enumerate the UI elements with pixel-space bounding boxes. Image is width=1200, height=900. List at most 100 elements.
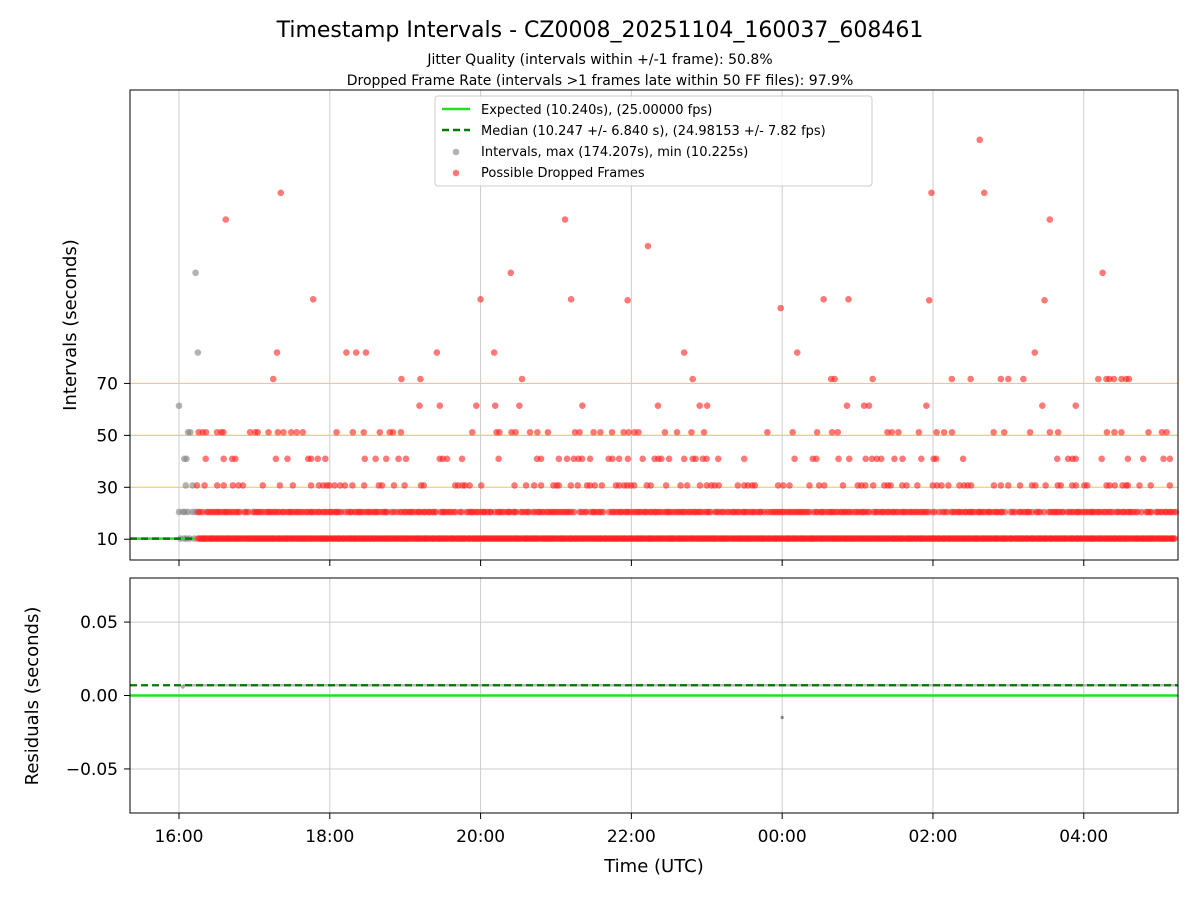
- dropped-point-1361: [287, 428, 295, 436]
- dropped-point-918: [599, 508, 607, 516]
- dropped-point-1261: [1004, 482, 1012, 489]
- dropped-point-1197: [461, 482, 469, 489]
- dropped-point-1285: [272, 455, 280, 463]
- dropped-point-1224: [696, 482, 704, 489]
- dropped-point-1240: [839, 482, 847, 489]
- x-tick-label-6: 04:00: [1059, 827, 1108, 847]
- dropped-point-1220: [647, 482, 655, 489]
- dropped-point-1410: [1111, 428, 1118, 436]
- dropped-point-1355: [246, 428, 254, 436]
- dropped-point-1458: [827, 375, 835, 383]
- dropped-point-1362: [293, 428, 300, 436]
- dropped-point-1258: [967, 482, 975, 489]
- dropped-point-1199: [477, 482, 485, 489]
- dropped-point-1212: [598, 482, 606, 489]
- dropped-point-1449: [518, 375, 526, 383]
- dropped-point-1402: [940, 428, 948, 436]
- chart-subtitle-dropped: Dropped Frame Rate (intervals >1 frames …: [347, 73, 854, 89]
- normal-point-17: [175, 402, 183, 410]
- dropped-point-1190: [390, 482, 398, 489]
- dropped-point-1470: [1031, 349, 1039, 356]
- dropped-point-1439: [273, 349, 281, 356]
- dropped-point-1370: [397, 428, 405, 436]
- dropped-point-1271: [1083, 482, 1091, 489]
- bottom-residual-start-point: [180, 684, 185, 689]
- dropped-point-1259: [990, 482, 998, 489]
- dropped-point-848: [432, 508, 440, 516]
- normal-point-19: [192, 269, 199, 277]
- dropped-point-1379: [571, 428, 579, 436]
- dropped-point-1330: [862, 455, 869, 463]
- dropped-point-1327: [813, 455, 820, 463]
- normal-point-14: [187, 428, 194, 436]
- dropped-point-1186: [349, 482, 356, 489]
- dropped-point-1311: [615, 455, 623, 463]
- dropped-point-1218: [630, 482, 638, 489]
- dropped-point-1403: [948, 428, 956, 436]
- dropped-point-1171: [220, 482, 228, 489]
- dropped-point-1366: [360, 428, 368, 436]
- dropped-point-1210: [586, 482, 594, 489]
- dropped-point-1178: [307, 482, 315, 489]
- dropped-point-1454: [680, 349, 688, 356]
- dropped-point-1422: [696, 402, 703, 409]
- legend: Expected (10.240s), (25.00000 fps) Media…: [434, 95, 873, 187]
- legend-dropped-swatch: [452, 169, 460, 177]
- dropped-point-1363: [299, 428, 307, 436]
- dropped-point-1472: [1046, 216, 1054, 223]
- dropped-point-1255: [956, 482, 963, 489]
- dropped-point-1418: [491, 402, 499, 409]
- legend-intervals-label: Intervals, max (174.207s), min (10.225s): [481, 145, 748, 160]
- top-y-tick-label-30: 30: [96, 478, 118, 498]
- dropped-point-1211: [591, 482, 599, 489]
- normal-point-12: [183, 455, 190, 463]
- top-y-tick-label-10: 10: [96, 530, 118, 550]
- dropped-point-1429: [1072, 402, 1080, 409]
- dropped-point-1304: [563, 455, 571, 463]
- normal-point-18: [194, 349, 202, 356]
- dropped-point-1364: [333, 428, 340, 436]
- x-tick-label-5: 02:00: [908, 827, 957, 847]
- dropped-point-1291: [361, 455, 369, 463]
- dropped-point-1441: [343, 349, 350, 356]
- dropped-point-1354: [220, 428, 227, 436]
- dropped-point-1406: [1026, 428, 1034, 436]
- dropped-point-1237: [806, 482, 813, 489]
- dropped-point-1335: [899, 455, 906, 463]
- bottom-y-tick-label-2: −0.05: [66, 760, 118, 780]
- dropped-point-1360: [280, 428, 287, 436]
- dropped-point-1317: [665, 455, 673, 463]
- dropped-point-1425: [860, 402, 868, 409]
- normal-point-15: [182, 482, 190, 489]
- dropped-point-1442: [352, 349, 360, 356]
- dropped-point-1365: [349, 428, 357, 436]
- dropped-point-1281: [202, 455, 209, 463]
- dropped-point-1409: [1103, 428, 1111, 436]
- dropped-point-1329: [845, 455, 853, 463]
- dropped-point-1427: [923, 402, 930, 409]
- dropped-point-1421: [654, 402, 662, 409]
- dropped-point-1200: [511, 482, 518, 489]
- dropped-point-1404: [990, 428, 997, 436]
- dropped-point-1450: [561, 216, 569, 223]
- dropped-point-1396: [834, 428, 842, 436]
- dropped-point-1260: [997, 482, 1005, 489]
- legend-median-label: Median (10.247 +/- 6.840 s), (24.98153 +…: [481, 124, 826, 139]
- dropped-point-1170: [213, 482, 221, 489]
- dropped-point-1416: [436, 402, 444, 409]
- dropped-point-1169: [201, 482, 208, 489]
- dropped-point-1464: [967, 375, 974, 383]
- dropped-point-1207: [567, 482, 575, 489]
- dropped-point-1184: [336, 482, 344, 489]
- dropped-point-1446: [477, 295, 484, 303]
- dropped-point-1457: [820, 295, 827, 303]
- dropped-point-1320: [692, 455, 699, 463]
- dropped-point-1269: [1072, 482, 1080, 489]
- bottom-panel-lines: [130, 683, 1178, 720]
- dropped-point-1168: [193, 482, 201, 489]
- dropped-point-1474: [1103, 375, 1110, 383]
- dropped-point-1400: [915, 428, 923, 436]
- dropped-point-1289: [314, 455, 322, 463]
- top-panel-y-ticks: 10 30 50 70: [96, 374, 130, 550]
- dropped-point-1262: [1016, 482, 1024, 489]
